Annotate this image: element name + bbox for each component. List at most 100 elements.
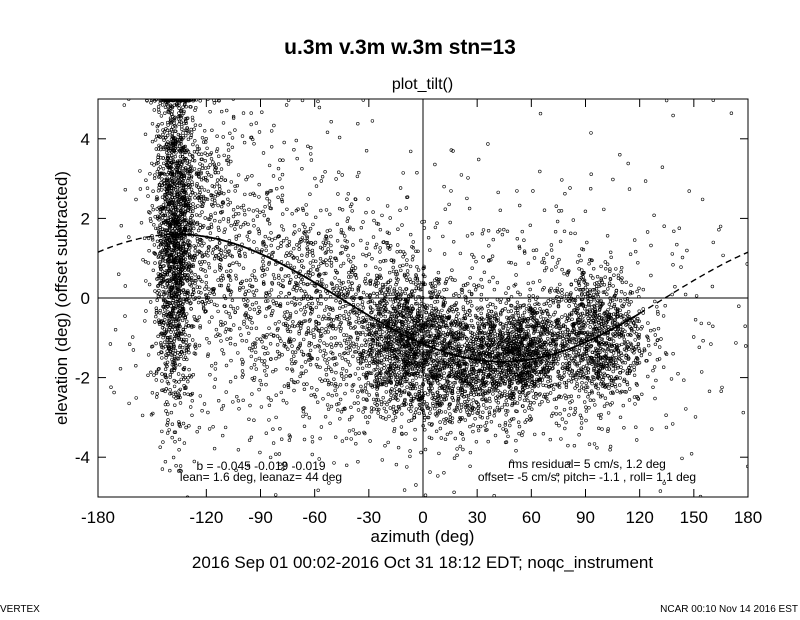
data-point <box>287 243 291 247</box>
data-point <box>318 377 322 381</box>
data-point <box>207 320 212 324</box>
data-point <box>219 275 223 280</box>
data-point <box>180 124 184 129</box>
data-point <box>405 465 409 469</box>
data-point <box>324 327 328 331</box>
data-point <box>320 278 324 282</box>
data-point <box>170 160 174 164</box>
data-point <box>257 195 261 199</box>
data-point <box>246 175 250 179</box>
data-point <box>247 238 251 242</box>
data-point <box>155 195 159 199</box>
data-point <box>287 325 291 329</box>
data-point <box>216 309 220 314</box>
data-point <box>182 367 186 372</box>
data-point <box>267 236 271 241</box>
data-point <box>366 197 370 201</box>
data-point <box>267 253 271 257</box>
data-point <box>191 373 196 377</box>
data-point <box>206 410 210 415</box>
data-point <box>497 409 501 413</box>
data-point <box>198 99 202 103</box>
data-point <box>156 105 161 109</box>
data-point <box>229 159 233 164</box>
data-point <box>445 287 449 292</box>
data-point <box>216 278 220 282</box>
data-point <box>162 138 166 142</box>
data-point <box>455 447 459 451</box>
data-point <box>220 109 224 114</box>
data-point <box>269 398 273 402</box>
data-point <box>173 290 178 294</box>
data-point <box>271 369 275 374</box>
data-point <box>388 297 392 302</box>
data-point <box>285 207 289 212</box>
data-point <box>151 238 155 242</box>
data-point <box>320 326 324 331</box>
data-point <box>279 291 283 295</box>
data-point <box>173 266 177 270</box>
data-point <box>505 403 510 407</box>
data-point <box>250 321 254 325</box>
data-point <box>165 252 169 256</box>
data-point <box>343 358 348 362</box>
data-point <box>295 243 299 247</box>
data-point <box>182 188 186 193</box>
data-point <box>155 239 160 244</box>
data-point <box>245 234 250 239</box>
data-point <box>350 415 354 419</box>
data-point <box>170 422 175 426</box>
data-point <box>270 254 274 259</box>
data-point <box>442 371 446 375</box>
data-point <box>486 304 490 308</box>
data-point <box>315 357 320 361</box>
data-point <box>311 254 315 258</box>
data-point <box>181 105 185 109</box>
data-point <box>174 464 178 468</box>
data-point <box>289 277 293 282</box>
data-point <box>381 330 385 334</box>
data-point <box>391 418 395 423</box>
data-point <box>379 367 384 371</box>
data-point <box>353 432 358 436</box>
data-point <box>156 155 160 159</box>
data-point <box>337 325 341 329</box>
data-point <box>150 391 155 395</box>
data-point <box>282 140 286 145</box>
data-point <box>283 274 287 278</box>
data-point <box>220 348 224 352</box>
data-point <box>352 345 356 349</box>
data-point <box>172 284 177 288</box>
data-point <box>160 241 164 246</box>
data-point <box>167 285 171 289</box>
data-point <box>154 341 158 346</box>
data-point <box>280 224 284 228</box>
data-point <box>243 251 247 256</box>
data-point <box>170 363 175 367</box>
data-point <box>435 319 439 323</box>
data-point <box>257 356 261 361</box>
data-point <box>228 336 233 340</box>
data-point <box>332 377 336 381</box>
data-point <box>363 333 368 337</box>
data-point <box>190 130 194 135</box>
data-point <box>351 227 355 232</box>
data-point <box>442 288 446 292</box>
data-point <box>272 123 276 128</box>
data-point <box>146 261 151 265</box>
data-point <box>317 314 321 319</box>
data-point <box>212 385 217 389</box>
data-point <box>343 234 347 238</box>
data-point <box>229 180 234 184</box>
data-point <box>353 266 358 270</box>
data-point <box>367 415 372 419</box>
data-point <box>286 301 290 306</box>
data-point <box>173 348 178 353</box>
data-point <box>203 166 208 170</box>
data-point <box>215 303 219 308</box>
data-point <box>160 372 164 376</box>
data-point <box>417 385 422 389</box>
data-point <box>195 144 200 148</box>
data-point <box>308 261 313 265</box>
data-point <box>321 354 326 358</box>
